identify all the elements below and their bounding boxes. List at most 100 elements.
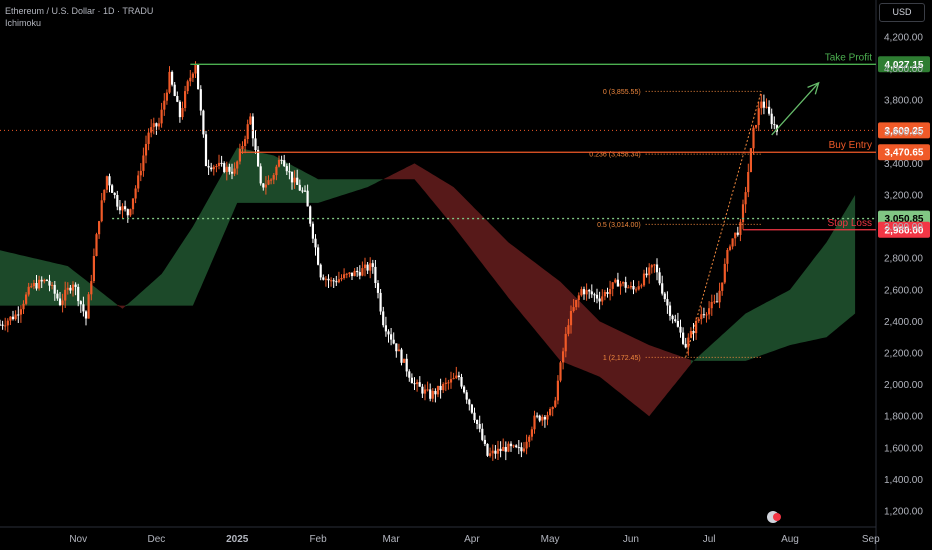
candle-body	[530, 429, 533, 437]
candle-body	[624, 282, 627, 288]
candle-body	[38, 279, 41, 289]
time-tick-label: Feb	[309, 534, 327, 545]
candle-body	[87, 294, 90, 319]
candle-body	[773, 124, 776, 126]
candle-body	[577, 295, 580, 301]
buy-entry-price-tag-text: 3,470.65	[885, 148, 924, 159]
candle-body	[264, 184, 267, 188]
candle-body	[405, 358, 408, 372]
candle-body	[84, 311, 88, 319]
candle-body	[650, 265, 653, 268]
candle-body	[486, 443, 489, 456]
candle-body	[728, 246, 732, 250]
candle-body	[619, 283, 622, 287]
candle-body	[770, 113, 773, 125]
candle-body	[648, 267, 651, 276]
candle-body	[522, 448, 526, 452]
candle-body	[293, 177, 296, 183]
candle-body	[147, 132, 150, 144]
candle-body	[189, 77, 192, 82]
price-tick-label: 2,600.00	[884, 285, 923, 296]
candle-body	[181, 108, 184, 118]
price-tick-label: 4,000.00	[884, 64, 923, 75]
candle-body	[554, 400, 557, 407]
candle-body	[449, 379, 453, 383]
price-tick-label: 1,600.00	[884, 443, 923, 454]
candle-body	[611, 282, 614, 289]
candle-body	[285, 166, 288, 172]
candle-body	[319, 264, 322, 278]
candle-body	[48, 280, 51, 286]
candle-body	[689, 331, 692, 338]
fib-level-label: 0.5 (3,014.00)	[597, 222, 641, 229]
candle-body	[230, 171, 234, 174]
candle-body	[303, 190, 307, 192]
candle-body	[92, 256, 95, 281]
candle-body	[598, 298, 601, 302]
candle-body	[585, 290, 588, 295]
candle-body	[4, 325, 7, 327]
candle-body	[463, 386, 466, 393]
candle-body	[238, 149, 241, 162]
candle-body	[11, 316, 15, 320]
candle-body	[152, 123, 155, 128]
candle-body	[105, 176, 108, 190]
candle-body	[426, 389, 429, 391]
chart-logo-icon	[773, 513, 781, 521]
candle-body	[653, 264, 656, 266]
candle-body	[734, 232, 737, 239]
candle-body	[470, 404, 473, 413]
candle-body	[207, 166, 210, 168]
candle-body	[79, 301, 82, 305]
candle-body	[731, 238, 734, 247]
candle-body	[408, 371, 411, 378]
candle-body	[494, 450, 497, 454]
projection-arrow	[771, 82, 820, 136]
candle-body	[358, 272, 361, 276]
candle-body	[436, 385, 440, 395]
candle-body	[131, 198, 135, 210]
chart-symbol-title[interactable]: Ethereum / U.S. Dollar · 1D · TRADU	[5, 6, 154, 16]
candle-body	[726, 250, 729, 264]
indicator-label[interactable]: Ichimoku	[5, 18, 42, 28]
candle-body	[324, 278, 327, 280]
candle-body	[468, 399, 471, 405]
candle-body	[306, 190, 309, 207]
take-profit-price-tag-text: 4,027.15	[885, 60, 924, 71]
candle-body	[277, 159, 281, 167]
candle-body	[176, 96, 179, 102]
candle-body	[69, 287, 72, 291]
candle-body	[100, 200, 103, 222]
candle-body	[452, 378, 455, 380]
candle-body	[82, 304, 85, 312]
candle-body	[137, 175, 140, 189]
candle-body	[465, 392, 468, 400]
candle-body	[108, 176, 111, 186]
candle-body	[757, 108, 760, 125]
candle-body	[53, 284, 56, 294]
candle-body	[251, 116, 254, 139]
price-tick-label: 1,400.00	[884, 475, 923, 486]
candle-body	[71, 284, 75, 291]
currency-button[interactable]: USD	[879, 3, 925, 22]
candle-body	[509, 443, 513, 447]
candle-body	[622, 282, 625, 284]
candle-body	[442, 384, 445, 391]
candle-body	[702, 314, 705, 316]
candle-body	[66, 287, 69, 290]
candle-body	[275, 166, 278, 176]
candle-body	[160, 109, 163, 124]
candle-body	[520, 447, 523, 452]
candle-body	[267, 180, 270, 185]
candle-body	[418, 382, 421, 387]
candle-body	[340, 278, 343, 280]
candle-body	[671, 315, 674, 320]
candle-body	[173, 84, 176, 96]
candle-body	[330, 280, 333, 282]
candle-body	[144, 144, 148, 156]
candle-body	[741, 204, 745, 223]
candle-body	[668, 305, 672, 316]
time-tick-label: Mar	[382, 534, 400, 545]
candle-body	[682, 332, 685, 344]
